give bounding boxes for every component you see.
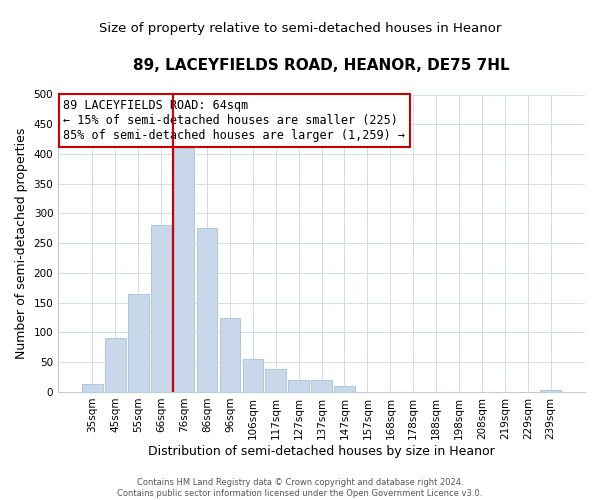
Bar [265,370,286,392]
Bar [128,294,149,392]
Title: 89, LACEYFIELDS ROAD, HEANOR, DE75 7HL: 89, LACEYFIELDS ROAD, HEANOR, DE75 7HL [133,58,510,72]
Bar [289,380,309,392]
Text: Size of property relative to semi-detached houses in Heanor: Size of property relative to semi-detach… [99,22,501,35]
Bar [197,228,217,392]
Text: Contains HM Land Registry data © Crown copyright and database right 2024.
Contai: Contains HM Land Registry data © Crown c… [118,478,482,498]
Text: 89 LACEYFIELDS ROAD: 64sqm
← 15% of semi-detached houses are smaller (225)
85% o: 89 LACEYFIELDS ROAD: 64sqm ← 15% of semi… [64,99,406,142]
X-axis label: Distribution of semi-detached houses by size in Heanor: Distribution of semi-detached houses by … [148,444,495,458]
Bar [242,359,263,392]
Bar [334,386,355,392]
Bar [541,390,561,392]
Bar [174,148,194,392]
Bar [82,384,103,392]
Bar [220,318,240,392]
Y-axis label: Number of semi-detached properties: Number of semi-detached properties [15,128,28,359]
Bar [151,226,172,392]
Bar [105,338,125,392]
Bar [311,380,332,392]
